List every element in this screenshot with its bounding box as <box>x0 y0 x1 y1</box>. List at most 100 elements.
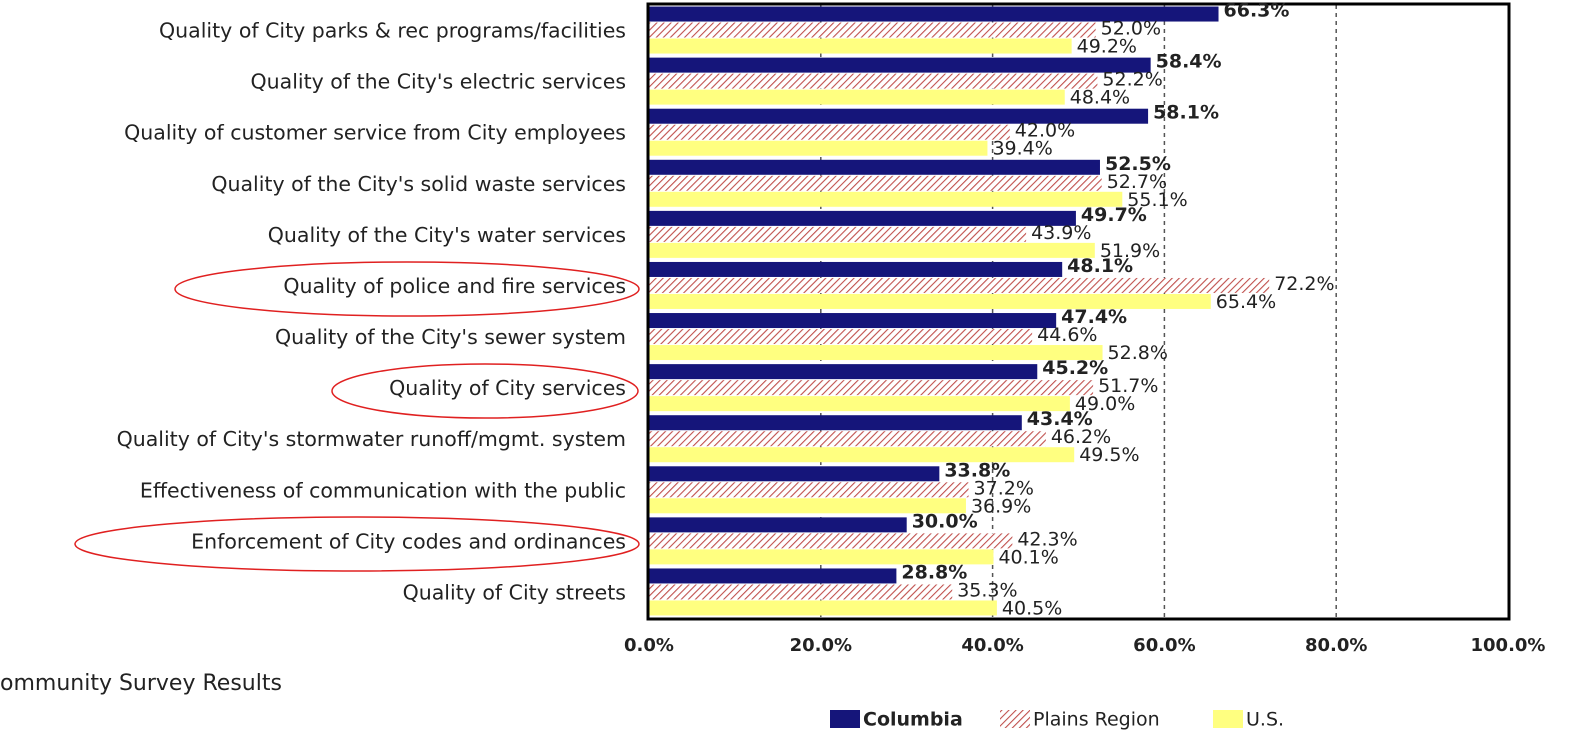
bar <box>649 345 1103 361</box>
bar <box>649 447 1075 463</box>
data-label: 49.5% <box>1079 444 1139 466</box>
legend-label: Plains Region <box>1033 709 1160 731</box>
data-label: 40.5% <box>1002 597 1062 619</box>
bar <box>649 600 997 616</box>
bar <box>649 159 1100 175</box>
data-label: 51.7% <box>1098 375 1158 397</box>
x-tick-label: 100.0% <box>1471 635 1546 656</box>
legend-swatch <box>830 710 860 728</box>
data-label: 52.8% <box>1108 342 1168 364</box>
bar <box>649 89 1065 105</box>
legend-label: U.S. <box>1246 709 1284 731</box>
data-label: 45.2% <box>1042 357 1108 379</box>
data-label: 66.3% <box>1224 0 1290 22</box>
data-label: 36.9% <box>971 495 1031 517</box>
bar <box>649 108 1149 124</box>
data-label: 43.4% <box>1027 408 1093 430</box>
bar <box>649 498 966 514</box>
bar <box>649 533 1013 549</box>
data-label: 35.3% <box>957 579 1017 601</box>
data-label: 40.1% <box>998 546 1058 568</box>
x-tick-label: 60.0% <box>1133 635 1195 656</box>
data-label: 48.4% <box>1070 87 1130 109</box>
y-tick-label: Quality of the City's sewer system <box>275 325 626 349</box>
data-label: 46.2% <box>1051 426 1111 448</box>
y-tick-label: Quality of customer service from City em… <box>124 121 626 145</box>
bar <box>649 73 1098 89</box>
bar <box>649 140 988 156</box>
bar <box>649 364 1038 380</box>
data-label: 49.0% <box>1075 393 1135 415</box>
highlight <box>174 261 640 317</box>
data-label: 49.7% <box>1081 204 1147 226</box>
data-label: 37.2% <box>974 477 1034 499</box>
bar <box>649 517 907 533</box>
legend-label: Columbia <box>863 709 963 731</box>
y-tick-label: Effectiveness of communication with the … <box>140 478 626 502</box>
data-label: 42.3% <box>1017 528 1077 550</box>
bar <box>649 329 1033 345</box>
bar <box>649 415 1022 431</box>
data-label: 52.2% <box>1102 69 1162 91</box>
data-label: 48.1% <box>1067 255 1133 277</box>
data-label: 52.5% <box>1105 153 1171 175</box>
y-tick-label: Quality of City streets <box>403 580 626 604</box>
y-tick-label: Quality of the City's electric services <box>251 70 626 94</box>
bar <box>649 210 1076 226</box>
data-label: 44.6% <box>1037 324 1097 346</box>
bar <box>649 313 1057 329</box>
x-tick-label: 0.0% <box>624 635 674 656</box>
data-label: 65.4% <box>1216 291 1276 313</box>
y-tick-label: Enforcement of City codes and ordinances <box>191 529 626 553</box>
data-label: 52.7% <box>1107 171 1167 193</box>
y-tick-label: Quality of City parks & rec programs/fac… <box>159 19 626 43</box>
bar <box>649 242 1095 258</box>
bar <box>649 466 940 482</box>
data-label: 51.9% <box>1100 240 1160 262</box>
bar <box>649 482 969 498</box>
data-label: 42.0% <box>1015 120 1075 142</box>
data-label: 55.1% <box>1127 189 1187 211</box>
legend-swatch <box>1000 710 1030 728</box>
bar <box>649 38 1072 54</box>
bar <box>649 380 1094 396</box>
bar <box>649 6 1219 22</box>
data-label: 52.0% <box>1101 18 1161 40</box>
data-label: 47.4% <box>1061 306 1127 328</box>
y-tick-label: Quality of the City's solid waste servic… <box>211 172 626 196</box>
bar <box>649 568 897 584</box>
grid <box>820 5 1337 618</box>
bar <box>649 277 1270 293</box>
x-tick-label: 40.0% <box>961 635 1023 656</box>
highlight <box>74 516 640 572</box>
data-label: 72.2% <box>1274 273 1334 295</box>
x-tick-label: 20.0% <box>790 635 852 656</box>
y-tick-label: Quality of police and fire services <box>283 274 626 298</box>
bar <box>649 57 1151 73</box>
data-label: 58.1% <box>1153 102 1219 124</box>
data-label: 39.4% <box>992 138 1052 160</box>
bar <box>649 226 1027 242</box>
data-label: 43.9% <box>1031 222 1091 244</box>
highlight <box>331 363 639 419</box>
bar <box>649 191 1123 207</box>
bar <box>649 124 1010 140</box>
plot-frame <box>646 2 1511 621</box>
bar <box>649 261 1063 277</box>
bar <box>649 549 994 565</box>
bar <box>649 431 1046 447</box>
y-tick-label: Quality of the City's water services <box>268 223 626 247</box>
bar <box>649 396 1070 412</box>
legend-swatch <box>1213 710 1243 728</box>
bar <box>649 584 953 600</box>
data-label: 30.0% <box>912 510 978 532</box>
data-label: 58.4% <box>1156 51 1222 73</box>
bar <box>649 22 1096 38</box>
y-tick-label: Quality of City services <box>389 376 626 400</box>
bars <box>649 6 1270 616</box>
data-label: 33.8% <box>944 459 1010 481</box>
data-label: 28.8% <box>901 561 967 583</box>
y-tick-label: Quality of City's stormwater runoff/mgmt… <box>117 427 626 451</box>
